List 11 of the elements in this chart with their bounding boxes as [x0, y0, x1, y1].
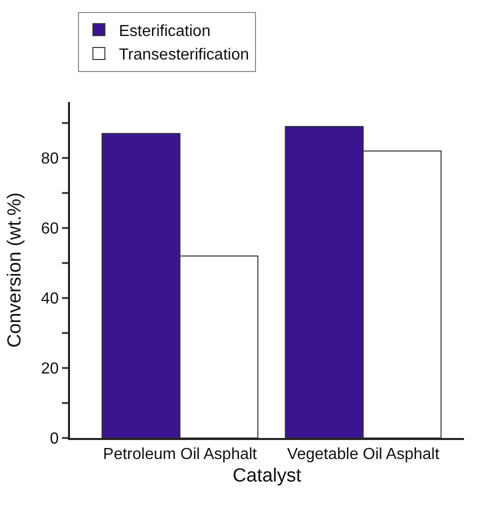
y-tick-label: 80 [41, 150, 59, 168]
legend-label: Transesterification [118, 46, 250, 64]
y-tick-label: 20 [41, 360, 59, 378]
y-tick-label: 40 [41, 290, 59, 308]
y-tick-label: 60 [41, 220, 59, 238]
x-tick-label: Vegetable Oil Asphalt [287, 446, 440, 464]
y-tick-label: 0 [50, 430, 59, 448]
x-tick-label: Petroleum Oil Asphalt [103, 446, 258, 464]
y-axis-title: Conversion (wt.%) [4, 192, 26, 348]
legend-label: Esterification [118, 22, 210, 40]
x-axis-title: Catalyst [232, 466, 302, 486]
